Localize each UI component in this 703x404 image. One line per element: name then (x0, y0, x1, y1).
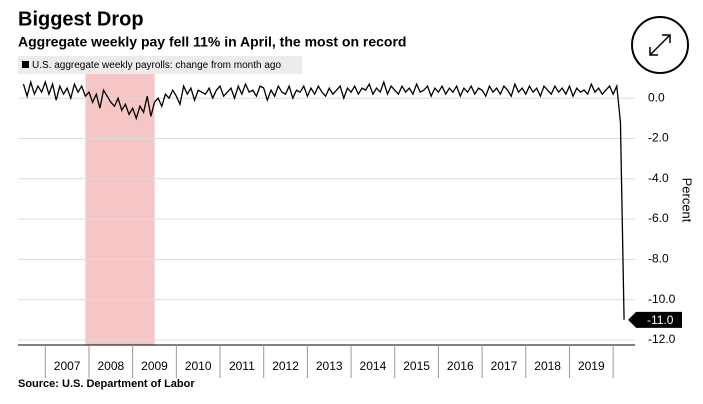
end-label-box (628, 311, 682, 328)
y-tick-label: -2.0 (648, 131, 669, 145)
chart-title: Biggest Drop (18, 8, 144, 30)
x-tick-label: 2011 (229, 359, 255, 373)
legend-label: U.S. aggregate weekly payrolls: change f… (32, 60, 281, 71)
end-label: -11.0 (647, 313, 674, 327)
legend: U.S. aggregate weekly payrolls: change f… (18, 56, 302, 74)
y-axis-title: Percent (680, 178, 695, 223)
expand-icon (649, 34, 671, 56)
series-line (22, 79, 625, 320)
x-tick-label: 2013 (316, 359, 343, 373)
y-tick-label: -4.0 (648, 171, 669, 185)
y-tick-label: -10.0 (648, 292, 676, 306)
x-tick-label: 2019 (578, 359, 605, 373)
y-tick-label: -6.0 (648, 211, 669, 225)
y-tick-label: -8.0 (648, 252, 669, 266)
x-tick-label: 2008 (97, 359, 124, 373)
x-tick-label: 2017 (491, 359, 518, 373)
recession-band (85, 62, 155, 345)
x-tick-label: 2014 (360, 359, 387, 373)
x-tick-label: 2010 (185, 359, 212, 373)
legend-box (18, 56, 302, 74)
x-tick-label: 2015 (403, 359, 430, 373)
x-tick-label: 2016 (447, 359, 474, 373)
y-tick-label: -12.0 (648, 332, 676, 346)
x-tick-label: 2018 (534, 359, 561, 373)
x-tick-label: 2009 (141, 359, 168, 373)
legend-swatch (22, 61, 29, 68)
chart-subtitle: Aggregate weekly pay fell 11% in April, … (18, 34, 406, 50)
y-tick-label: 0.0 (648, 90, 665, 104)
x-tick-label: 2012 (272, 359, 299, 373)
source: Source: U.S. Department of Labor (18, 378, 195, 390)
x-tick-label: 2007 (54, 359, 81, 373)
